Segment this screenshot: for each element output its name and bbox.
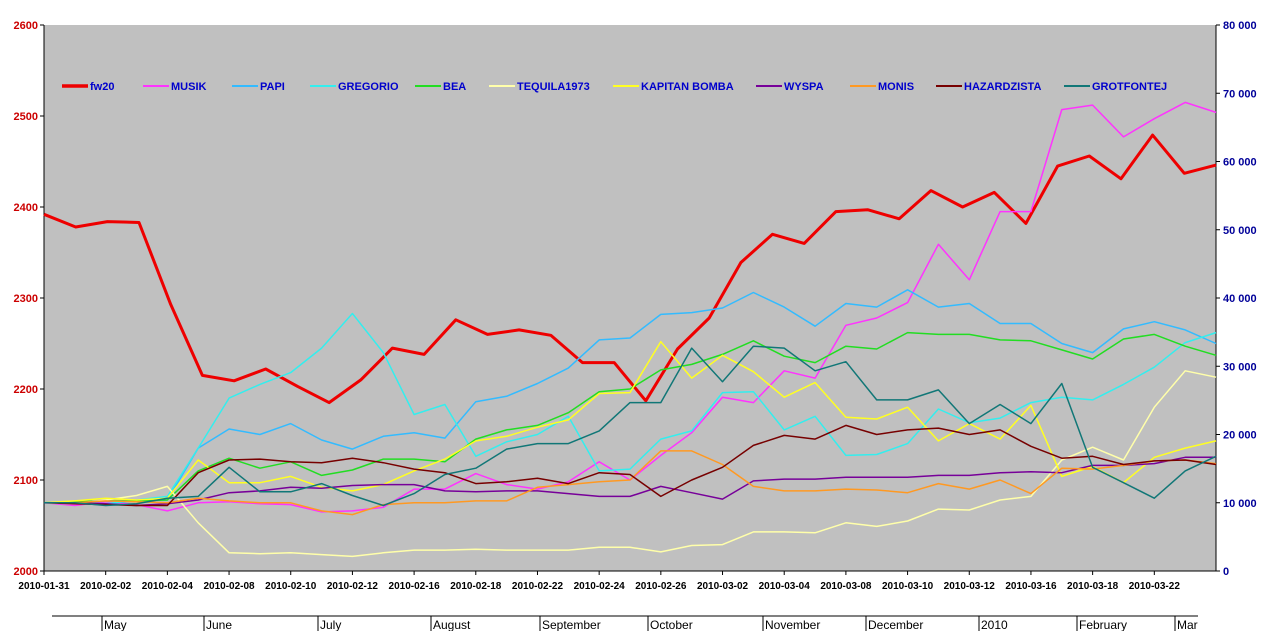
legend-label: HAZARDZISTA — [964, 81, 1041, 93]
x-tick-label: 2010-02-08 — [203, 581, 255, 592]
series-line-fw20 — [43, 133, 1217, 405]
x-tick-label: 2010-02-12 — [327, 581, 379, 592]
legend-label: TEQUILA1973 — [517, 81, 590, 93]
secondary-x-label: November — [765, 618, 820, 631]
secondary-x-label: February — [1079, 618, 1127, 631]
x-tick-label: 2010-03-22 — [1129, 581, 1181, 592]
y-left-tick-label: 2100 — [14, 475, 38, 487]
y-left-tick-label: 2200 — [14, 384, 38, 396]
x-tick-label: 2010-01-31 — [18, 581, 70, 592]
y-right-tick-label: 0 — [1223, 566, 1229, 578]
y-right-tick-label: 60 000 — [1223, 157, 1257, 169]
secondary-x-label: September — [542, 618, 601, 631]
x-tick-label: 2010-02-22 — [512, 581, 564, 592]
legend-label: fw20 — [90, 81, 114, 93]
x-tick-label: 2010-03-10 — [882, 581, 934, 592]
y-right-tick-label: 40 000 — [1223, 293, 1257, 305]
x-tick-label: 2010-02-16 — [389, 581, 441, 592]
legend-label: GROTFONTEJ — [1092, 81, 1167, 93]
x-tick-label: 2010-03-16 — [1005, 581, 1057, 592]
y-left-tick-label: 2300 — [14, 293, 38, 305]
y-right-tick-label: 20 000 — [1223, 430, 1257, 442]
y-left-tick-label: 2600 — [14, 20, 38, 32]
y-right-tick-label: 50 000 — [1223, 225, 1257, 237]
legend-label: GREGORIO — [338, 81, 399, 93]
y-right-tick-label: 10 000 — [1223, 498, 1257, 510]
y-right-tick-label: 80 000 — [1223, 20, 1257, 32]
secondary-x-label: August — [433, 618, 471, 631]
y-right-tick-label: 70 000 — [1223, 88, 1257, 100]
x-tick-label: 2010-02-04 — [142, 581, 194, 592]
x-tick-label: 2010-02-26 — [635, 581, 687, 592]
secondary-x-label: October — [650, 618, 693, 631]
x-tick-label: 2010-02-02 — [80, 581, 132, 592]
series-line-hazardzista — [43, 424, 1217, 507]
legend-label: MUSIK — [171, 81, 207, 93]
series-line-gregorio — [43, 312, 1217, 505]
y-right-tick-label: 30 000 — [1223, 361, 1257, 373]
secondary-x-label: December — [868, 618, 923, 631]
secondary-x-label: Mar — [1177, 618, 1198, 631]
secondary-x-label: June — [206, 618, 232, 631]
series-line-tequila1973 — [43, 370, 1217, 558]
legend-label: WYSPA — [784, 81, 824, 93]
series-line-grotfontej — [44, 345, 1217, 507]
series-line-wyspa — [44, 456, 1216, 507]
legend-label: KAPITAN BOMBA — [641, 81, 734, 93]
x-tick-label: 2010-03-04 — [759, 581, 811, 592]
y-left-tick-label: 2400 — [14, 202, 38, 214]
x-tick-label: 2010-02-10 — [265, 581, 317, 592]
x-tick-label: 2010-03-18 — [1067, 581, 1119, 592]
plot-area — [44, 25, 1216, 571]
series-line-papi — [43, 289, 1217, 505]
x-tick-label: 2010-03-02 — [697, 581, 749, 592]
secondary-x-label: May — [104, 618, 127, 631]
legend-label: MONIS — [878, 81, 914, 93]
y-left-tick-label: 2500 — [14, 111, 38, 123]
x-tick-label: 2010-02-18 — [450, 581, 502, 592]
secondary-x-label: 2010 — [981, 618, 1008, 631]
y-left-tick-label: 2000 — [14, 566, 38, 578]
legend-label: BEA — [443, 81, 466, 93]
series-line-monis — [44, 450, 1217, 516]
legend-label: PAPI — [260, 81, 285, 93]
x-tick-label: 2010-03-08 — [820, 581, 872, 592]
x-tick-label: 2010-03-12 — [944, 581, 996, 592]
x-tick-label: 2010-02-24 — [574, 581, 626, 592]
series-line-bea — [43, 331, 1217, 504]
secondary-x-label: July — [320, 618, 341, 631]
